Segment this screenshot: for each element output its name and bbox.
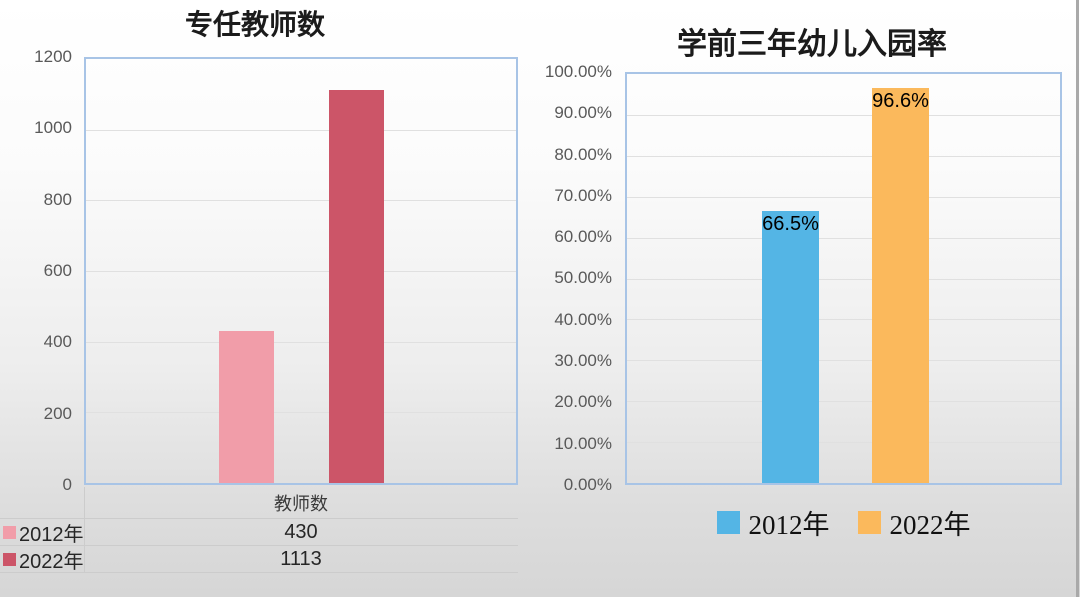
gridline <box>627 114 1060 116</box>
gridline <box>86 271 516 272</box>
bar-teachers-2022 <box>329 89 384 483</box>
y-tick: 70.00% <box>554 185 612 205</box>
y-axis-right: 100.00% 90.00% 80.00% 70.00% 60.00% 50.0… <box>528 61 612 496</box>
y-tick: 800 <box>43 189 72 209</box>
y-tick: 10.00% <box>554 433 612 453</box>
row-value: 1113 <box>280 547 322 570</box>
y-tick: 100.00% <box>544 62 612 81</box>
y-tick: 200 <box>43 403 72 423</box>
table-row-label-cell: 2012年 <box>0 518 84 547</box>
y-tick: 80.00% <box>554 144 612 164</box>
gridline <box>86 200 516 202</box>
y-tick: 20.00% <box>554 392 612 412</box>
bar-rate-2012: 66.5% <box>762 211 819 483</box>
legend-swatch-2022 <box>857 510 881 534</box>
y-tick: 30.00% <box>554 351 612 371</box>
gridline <box>86 412 516 414</box>
gridline <box>627 319 1060 321</box>
gridline <box>86 341 516 343</box>
row-label: 2012年 <box>19 523 84 546</box>
y-tick: 600 <box>43 260 72 280</box>
table-row: 2022年 1113 <box>0 546 518 573</box>
y-tick: 0.00% <box>563 474 612 494</box>
table-row: 2012年 430 <box>0 519 518 546</box>
row-value: 430 <box>284 520 318 543</box>
y-axis-left: 1200 1000 800 600 400 200 0 <box>0 46 72 496</box>
table-divider <box>84 487 85 573</box>
data-label-2022: 96.6% <box>872 89 929 112</box>
y-tick: 0 <box>62 474 72 494</box>
gridline <box>627 155 1060 157</box>
plot-area-left <box>84 57 518 485</box>
data-label-2012: 66.5% <box>762 213 819 236</box>
legend-swatch-2012 <box>3 525 16 539</box>
legend-label-2022: 2022年 <box>889 509 971 540</box>
table-row-label-cell: 2022年 <box>0 545 84 574</box>
chart-title-right: 学前三年幼儿入园率 <box>677 28 947 61</box>
y-tick: 90.00% <box>554 103 612 123</box>
window-edge <box>1076 0 1079 597</box>
y-tick: 1200 <box>34 47 72 66</box>
y-tick: 1000 <box>34 118 72 138</box>
table-header-row: 教师数 <box>0 487 518 519</box>
data-table: 教师数 2012年 430 2022年 1113 <box>0 487 518 573</box>
gridline <box>627 278 1060 280</box>
gridline <box>627 360 1060 362</box>
gridline <box>627 401 1060 403</box>
y-tick: 40.00% <box>554 309 612 329</box>
bar-teachers-2012 <box>219 331 274 483</box>
y-tick: 50.00% <box>554 268 612 288</box>
legend: 2012年 2022年 <box>625 506 1062 540</box>
legend-swatch-2012 <box>716 510 740 534</box>
plot-area-right: 66.5% 96.6% <box>625 72 1062 485</box>
bar-rate-2022: 96.6% <box>872 87 929 483</box>
legend-swatch-2022 <box>3 552 16 566</box>
table-column-header: 教师数 <box>274 493 328 514</box>
gridline <box>627 237 1060 239</box>
y-tick: 60.00% <box>554 227 612 247</box>
gridline <box>86 129 516 131</box>
chart-title-left: 专任教师数 <box>184 9 326 40</box>
y-tick: 400 <box>43 332 72 352</box>
legend-label-2012: 2012年 <box>748 509 830 540</box>
gridline <box>627 196 1060 198</box>
gridline <box>627 442 1060 444</box>
row-label: 2022年 <box>19 550 84 573</box>
